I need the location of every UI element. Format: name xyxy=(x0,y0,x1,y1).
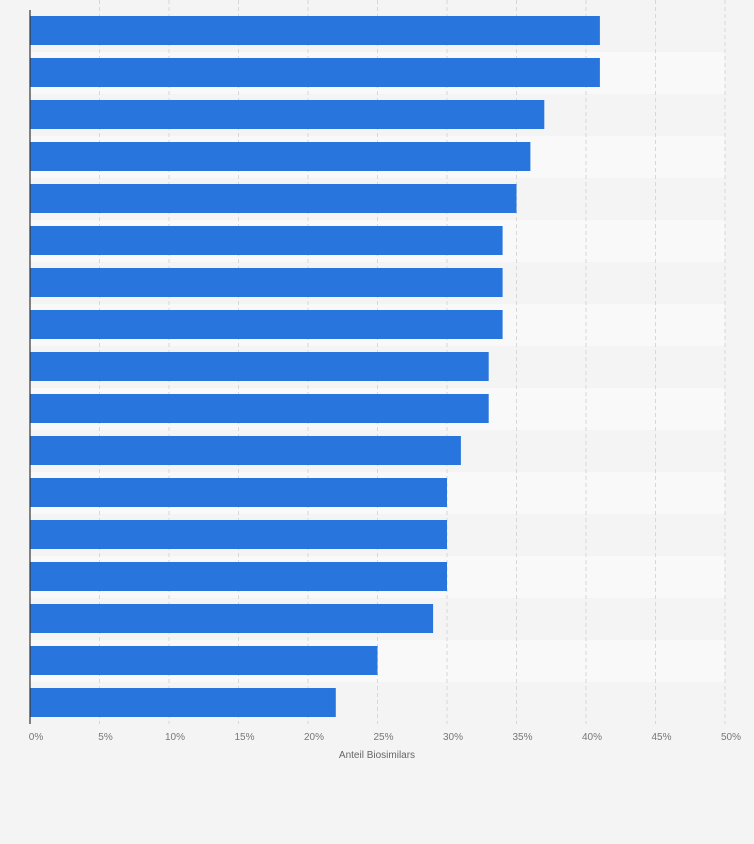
bar xyxy=(30,646,378,675)
bar xyxy=(30,562,447,591)
bar xyxy=(30,520,447,549)
x-tick-label: 35% xyxy=(512,732,532,743)
bar xyxy=(30,142,531,171)
bar xyxy=(30,352,489,381)
bar xyxy=(30,436,461,465)
x-tick-label: 10% xyxy=(165,732,185,743)
x-tick-label: 30% xyxy=(443,732,463,743)
x-axis-label: Anteil Biosimilars xyxy=(339,750,415,761)
x-tick-label: 40% xyxy=(582,732,602,743)
bars xyxy=(30,16,600,717)
bar xyxy=(30,100,545,129)
x-tick-labels: 0% 5% 10% 15% 20% 25% 30% 35% 40% 45% 50% xyxy=(29,732,741,743)
bar xyxy=(30,58,600,87)
bar xyxy=(30,394,489,423)
x-tick-label: 50% xyxy=(721,732,741,743)
bar xyxy=(30,478,447,507)
bar xyxy=(30,226,503,255)
x-tick-label: 25% xyxy=(373,732,393,743)
bar xyxy=(30,268,503,297)
bar xyxy=(30,16,600,45)
bar xyxy=(30,310,503,339)
x-tick-label: 45% xyxy=(651,732,671,743)
x-tick-label: 20% xyxy=(304,732,324,743)
bar xyxy=(30,184,517,213)
bar xyxy=(30,604,434,633)
bar xyxy=(30,688,336,717)
x-tick-label: 0% xyxy=(29,732,44,743)
x-tick-label: 15% xyxy=(234,732,254,743)
x-tick-label: 5% xyxy=(98,732,113,743)
